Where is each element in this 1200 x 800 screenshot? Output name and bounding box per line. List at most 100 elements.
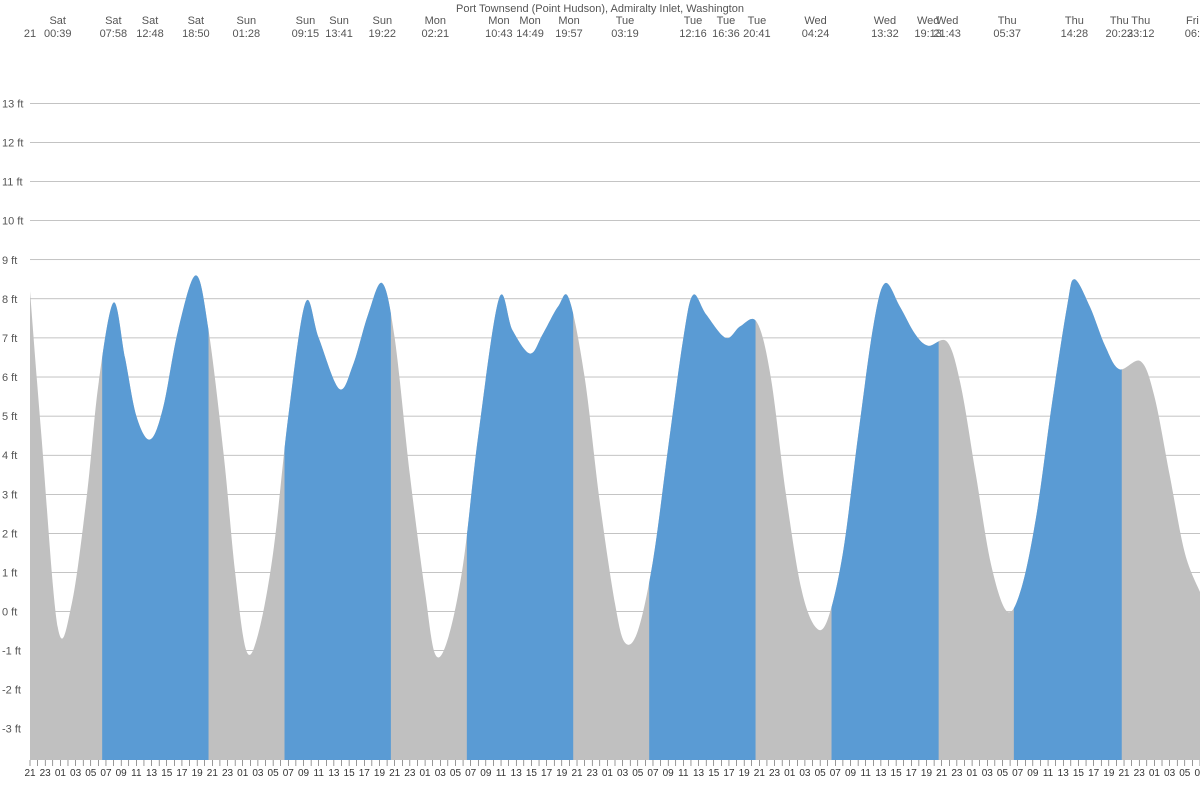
event-day-label: Sat bbox=[142, 15, 159, 27]
event-time-label: 21 bbox=[24, 28, 36, 40]
x-tick-label: 05 bbox=[1179, 768, 1191, 779]
x-tick-label: 11 bbox=[861, 768, 872, 779]
x-tick-label: 13 bbox=[511, 768, 523, 779]
x-tick-label: 13 bbox=[328, 768, 340, 779]
x-tick-label: 05 bbox=[997, 768, 1009, 779]
x-tick-label: 19 bbox=[739, 768, 751, 779]
x-tick-label: 11 bbox=[314, 768, 325, 779]
event-day-label: Thu bbox=[1110, 15, 1129, 27]
x-tick-label: 05 bbox=[450, 768, 462, 779]
x-tick-label: 21 bbox=[207, 768, 219, 779]
x-tick-label: 07 bbox=[1012, 768, 1024, 779]
y-tick-label: 13 ft bbox=[2, 98, 23, 110]
x-tick-label: 15 bbox=[708, 768, 720, 779]
x-tick-label: 01 bbox=[55, 768, 67, 779]
event-day-label: Fri bbox=[1186, 15, 1199, 27]
x-tick-label: 01 bbox=[1149, 768, 1161, 779]
event-day-label: Sat bbox=[49, 15, 66, 27]
event-time-label: 13:41 bbox=[325, 28, 353, 40]
event-day-label: Sun bbox=[329, 15, 349, 27]
x-tick-label: 17 bbox=[359, 768, 371, 779]
event-day-label: Wed bbox=[936, 15, 958, 27]
x-tick-label: 21 bbox=[389, 768, 401, 779]
x-tick-label: 17 bbox=[906, 768, 918, 779]
event-day-label: Thu bbox=[1065, 15, 1084, 27]
x-tick-label: 11 bbox=[496, 768, 507, 779]
x-tick-label: 13 bbox=[875, 768, 887, 779]
x-tick-label: 19 bbox=[1103, 768, 1115, 779]
y-tick-label: -3 ft bbox=[2, 724, 21, 736]
x-tick-label: 11 bbox=[131, 768, 142, 779]
y-tick-label: 3 ft bbox=[2, 489, 17, 501]
x-tick-label: 21 bbox=[936, 768, 948, 779]
x-tick-label: 23 bbox=[951, 768, 963, 779]
x-tick-label: 15 bbox=[1073, 768, 1085, 779]
event-day-label: Mon bbox=[558, 15, 579, 27]
event-time-label: 16:36 bbox=[712, 28, 740, 40]
tide-chart: -3 ft-2 ft-1 ft0 ft1 ft2 ft3 ft4 ft5 ft6… bbox=[0, 0, 1200, 800]
x-tick-label: 19 bbox=[192, 768, 204, 779]
event-time-label: 23:12 bbox=[1127, 28, 1155, 40]
x-tick-label: 21 bbox=[24, 768, 36, 779]
y-tick-label: 8 ft bbox=[2, 294, 17, 306]
event-day-label: Sun bbox=[237, 15, 257, 27]
y-tick-label: 6 ft bbox=[2, 372, 17, 384]
y-tick-label: 2 ft bbox=[2, 528, 17, 540]
x-tick-label: 07 bbox=[100, 768, 112, 779]
x-tick-label: 15 bbox=[891, 768, 903, 779]
y-tick-label: -2 ft bbox=[2, 685, 21, 697]
event-time-label: 12:16 bbox=[679, 28, 707, 40]
x-tick-label: 09 bbox=[663, 768, 675, 779]
x-tick-label: 11 bbox=[678, 768, 689, 779]
x-tick-label: 05 bbox=[815, 768, 827, 779]
event-time-label: 19:22 bbox=[369, 28, 397, 40]
x-tick-label: 21 bbox=[754, 768, 766, 779]
x-tick-label: 01 bbox=[420, 768, 432, 779]
x-tick-label: 05 bbox=[85, 768, 97, 779]
x-tick-label: 13 bbox=[1058, 768, 1070, 779]
event-time-label: 07:58 bbox=[100, 28, 128, 40]
event-time-label: 00:39 bbox=[44, 28, 72, 40]
x-tick-label: 17 bbox=[541, 768, 553, 779]
x-tick-label: 07 bbox=[283, 768, 295, 779]
event-time-label: 14:49 bbox=[516, 28, 544, 40]
event-day-label: Tue bbox=[717, 15, 736, 27]
x-tick-label: 23 bbox=[587, 768, 599, 779]
x-tick-label: 03 bbox=[617, 768, 629, 779]
x-tick-label: 07 bbox=[465, 768, 477, 779]
x-tick-label: 07 bbox=[647, 768, 659, 779]
event-time-label: 03:19 bbox=[611, 28, 639, 40]
x-tick-label: 01 bbox=[237, 768, 249, 779]
y-tick-label: 10 ft bbox=[2, 216, 23, 228]
event-time-label: 14:28 bbox=[1061, 28, 1089, 40]
x-tick-label: 03 bbox=[435, 768, 447, 779]
x-tick-label: 23 bbox=[40, 768, 52, 779]
event-time-label: 10:43 bbox=[485, 28, 513, 40]
event-day-label: Sat bbox=[105, 15, 122, 27]
event-time-label: 06: bbox=[1185, 28, 1200, 40]
event-time-label: 20:41 bbox=[743, 28, 771, 40]
event-day-label: Mon bbox=[488, 15, 509, 27]
x-tick-label: 15 bbox=[344, 768, 356, 779]
event-day-label: Tue bbox=[748, 15, 767, 27]
x-tick-label: 21 bbox=[571, 768, 583, 779]
event-time-label: 04:24 bbox=[802, 28, 830, 40]
event-day-label: Thu bbox=[998, 15, 1017, 27]
x-tick-label: 15 bbox=[161, 768, 173, 779]
y-tick-label: -1 ft bbox=[2, 646, 21, 658]
x-tick-label: 05 bbox=[268, 768, 280, 779]
x-tick-label: 09 bbox=[298, 768, 310, 779]
x-tick-label: 17 bbox=[1088, 768, 1100, 779]
event-day-label: Sun bbox=[373, 15, 393, 27]
event-time-label: 12:48 bbox=[136, 28, 164, 40]
x-tick-label: 09 bbox=[116, 768, 128, 779]
x-tick-label: 09 bbox=[845, 768, 857, 779]
x-tick-label: 09 bbox=[1027, 768, 1039, 779]
event-day-label: Sun bbox=[296, 15, 316, 27]
event-day-label: Thu bbox=[1131, 15, 1150, 27]
x-tick-label: 03 bbox=[799, 768, 811, 779]
event-time-label: 18:50 bbox=[182, 28, 210, 40]
chart-svg: -3 ft-2 ft-1 ft0 ft1 ft2 ft3 ft4 ft5 ft6… bbox=[0, 0, 1200, 800]
chart-title: Port Townsend (Point Hudson), Admiralty … bbox=[456, 3, 744, 15]
event-day-label: Tue bbox=[684, 15, 703, 27]
